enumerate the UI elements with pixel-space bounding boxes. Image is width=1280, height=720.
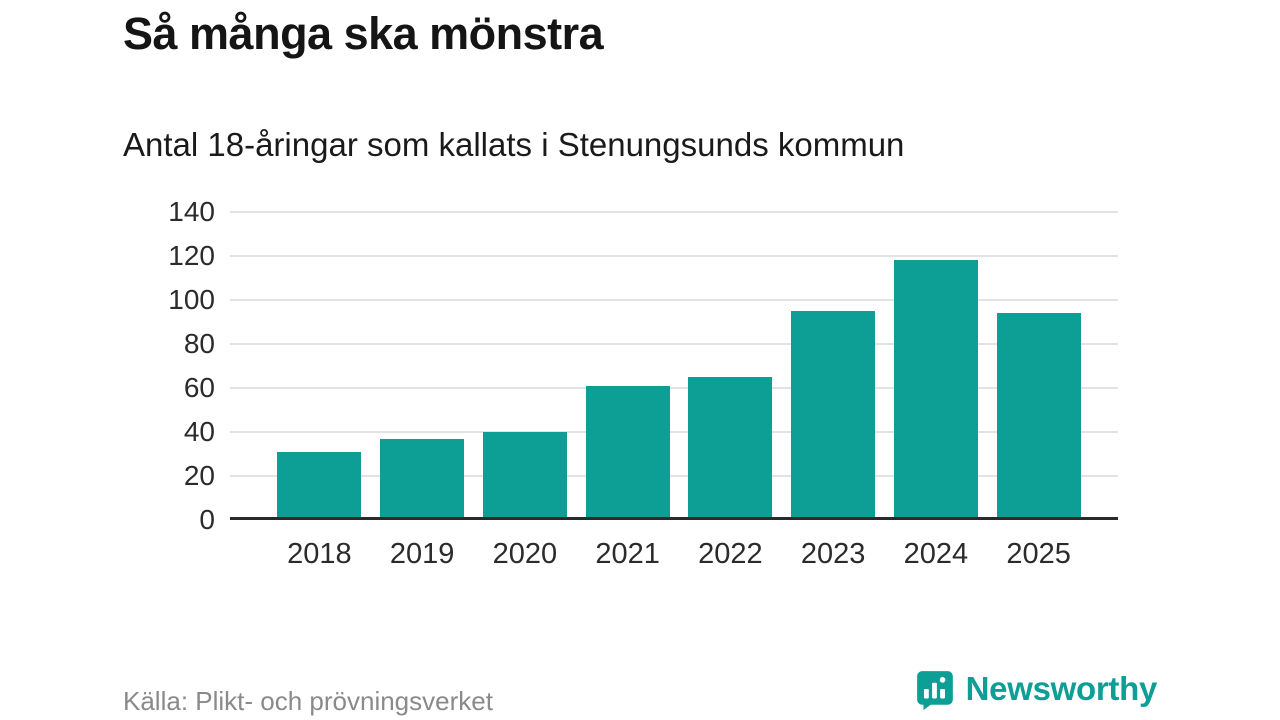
x-tick-label: 2022 bbox=[698, 538, 763, 570]
y-tick-label: 40 bbox=[183, 416, 215, 447]
newsworthy-logo-icon bbox=[916, 671, 953, 710]
bar-slot bbox=[268, 451, 371, 520]
bar-2022 bbox=[688, 377, 773, 520]
brand-logo: Newsworthy bbox=[914, 668, 1157, 710]
x-axis-labels: 2018 2019 2020 2021 2022 2023 2024 2025 bbox=[268, 538, 1090, 571]
brand-name: Newsworthy bbox=[965, 670, 1158, 707]
bar-slot bbox=[474, 432, 577, 520]
bar-2020 bbox=[482, 432, 567, 520]
bar-2018 bbox=[277, 451, 362, 520]
x-tick-label: 2019 bbox=[389, 538, 455, 570]
gridline bbox=[230, 211, 1118, 213]
bar-slot bbox=[885, 260, 988, 520]
source-note: Källa: Plikt- och prövningsverket bbox=[123, 686, 493, 716]
y-tick-label: 0 bbox=[199, 504, 215, 535]
gridline bbox=[230, 387, 1118, 389]
x-tick-label: 2023 bbox=[800, 538, 866, 570]
x-tick-label: 2025 bbox=[1006, 538, 1071, 570]
x-axis-line bbox=[230, 517, 1118, 520]
bar-2021 bbox=[585, 385, 670, 520]
x-tick-label: 2024 bbox=[903, 538, 969, 570]
chart-title: Så många ska mönstra bbox=[123, 8, 604, 59]
y-tick-label: 120 bbox=[168, 240, 215, 271]
bar-2024 bbox=[893, 260, 978, 520]
bar-2023 bbox=[791, 311, 876, 520]
gridline bbox=[230, 343, 1118, 345]
y-tick-label: 60 bbox=[183, 372, 215, 403]
gridline bbox=[230, 475, 1118, 477]
y-tick-label: 20 bbox=[183, 460, 215, 491]
x-tick-label: 2021 bbox=[595, 538, 660, 570]
y-tick-label: 140 bbox=[168, 196, 215, 227]
gridline bbox=[230, 255, 1118, 257]
y-tick-label: 80 bbox=[183, 328, 215, 359]
y-axis-labels: 0 20 40 60 80 100 120 140 bbox=[100, 196, 215, 535]
bar-slot bbox=[679, 377, 782, 520]
bars-row bbox=[268, 212, 1090, 520]
chart-subtitle: Antal 18-åringar som kallats i Stenungsu… bbox=[123, 126, 905, 163]
bar-slot bbox=[782, 311, 885, 520]
bar-slot bbox=[987, 313, 1090, 520]
bar-2025 bbox=[996, 313, 1081, 520]
plot-area bbox=[230, 211, 1118, 520]
bar-slot bbox=[576, 385, 679, 520]
gridline bbox=[230, 431, 1118, 433]
bar-2019 bbox=[380, 438, 465, 520]
bar-slot bbox=[371, 438, 474, 520]
gridline bbox=[230, 299, 1118, 301]
x-tick-label: 2020 bbox=[492, 538, 558, 570]
y-tick-label: 100 bbox=[168, 284, 215, 315]
x-tick-label: 2018 bbox=[287, 538, 352, 570]
